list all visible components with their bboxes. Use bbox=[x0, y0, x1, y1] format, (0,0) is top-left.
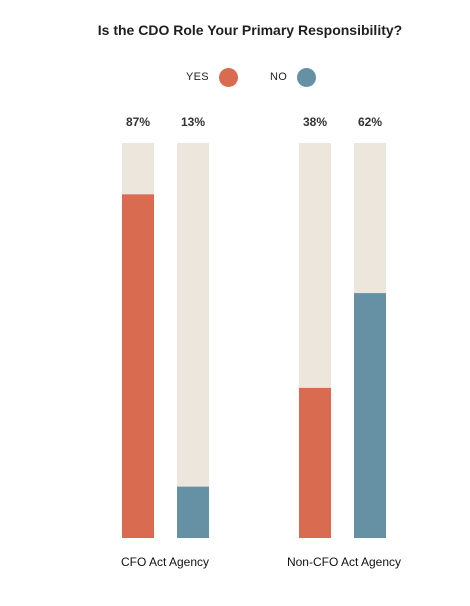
data-label-yes-1: 87% bbox=[126, 115, 150, 129]
data-label-no-2: 62% bbox=[358, 115, 382, 129]
legend-swatch-yes bbox=[218, 67, 238, 87]
bar-yes-1 bbox=[122, 194, 154, 538]
legend-label-no: NO bbox=[270, 71, 288, 83]
bar-no-1 bbox=[177, 486, 209, 538]
data-label-no-1: 13% bbox=[181, 115, 205, 129]
legend-item-no: NO bbox=[270, 67, 317, 87]
category-label-2: Non-CFO Act Agency bbox=[287, 555, 401, 569]
bar-yes-2 bbox=[299, 387, 331, 538]
legend-swatch-no bbox=[297, 67, 317, 87]
category-label-1: CFO Act Agency bbox=[121, 555, 209, 569]
data-label-yes-2: 38% bbox=[303, 115, 327, 129]
legend-item-yes: YES bbox=[186, 67, 238, 87]
bar-track-no-1 bbox=[177, 143, 209, 538]
bar-no-2 bbox=[354, 293, 386, 538]
legend-label-yes: YES bbox=[186, 71, 209, 83]
chart-title: Is the CDO Role Your Primary Responsibil… bbox=[97, 22, 403, 38]
